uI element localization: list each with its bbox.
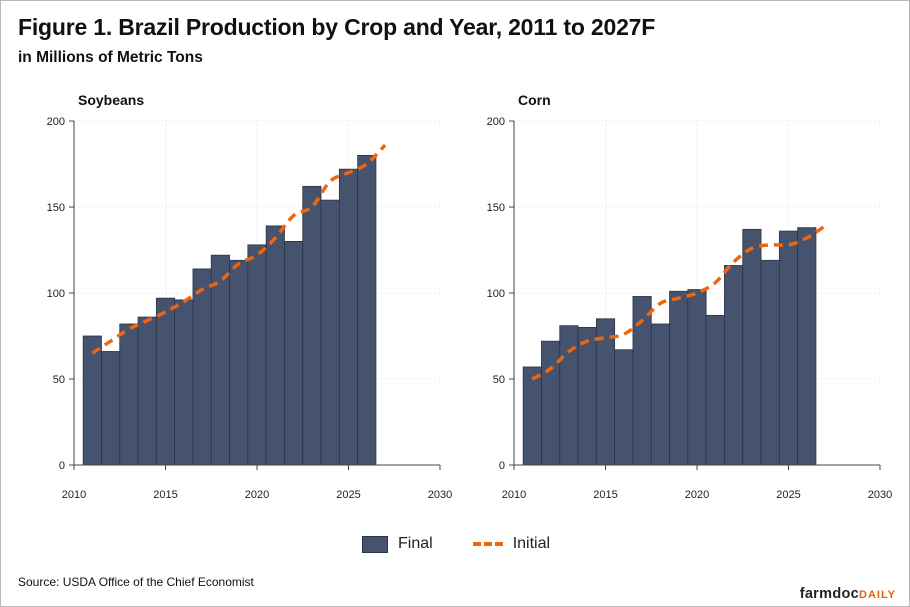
corn-ytick-label-150: 150	[487, 202, 505, 214]
soybeans-ytick-label-100: 100	[47, 288, 65, 300]
soybeans-panel-title: Soybeans	[78, 92, 144, 108]
soybeans-ytick-label-0: 0	[59, 460, 65, 472]
soybeans-bar-2026	[357, 154, 377, 466]
soybeans-ytick-label-200: 200	[47, 116, 65, 128]
soybeans-bar-2011	[82, 335, 102, 466]
soybeans-bar-2025	[338, 168, 359, 466]
corn-xtick-label-2030: 2030	[868, 489, 892, 501]
soybeans-bar-2023	[302, 185, 322, 466]
legend-final-label: Final	[398, 535, 433, 552]
corn-bar-2019	[669, 290, 689, 466]
soybeans-bar-2022	[284, 240, 304, 466]
soybeans-bar-2013	[119, 323, 139, 466]
soybeans-ytick-label-50: 50	[53, 374, 65, 386]
soybeans-xtick-label-2030: 2030	[428, 489, 452, 501]
soybeans-bar-2024	[320, 199, 340, 466]
soybeans-bar-2018	[210, 254, 230, 466]
corn-initial-line	[531, 224, 827, 381]
corn-ytick-label-100: 100	[487, 288, 505, 300]
figure-title: Figure 1. Brazil Production by Crop and …	[18, 14, 656, 40]
legend-initial-label: Initial	[512, 535, 551, 552]
figure-subtitle: in Millions of Metric Tons	[18, 49, 203, 66]
soybeans-xtick-label-2020: 2020	[245, 489, 269, 501]
brand-main: farmdoc	[799, 586, 859, 602]
corn-bar-2016	[614, 349, 634, 466]
soybeans-ytick-label-150: 150	[47, 202, 65, 214]
soybeans-bar-2021	[265, 225, 285, 466]
corn-bar-2014	[577, 326, 597, 466]
corn-bar-2011	[522, 366, 542, 466]
corn-ytick-label-0: 0	[499, 460, 505, 472]
corn-bar-2024	[760, 259, 780, 466]
corn-panel-title: Corn	[518, 92, 551, 108]
corn-xtick-label-2025: 2025	[776, 489, 800, 501]
soybeans-bar-2019	[229, 259, 249, 466]
farmdoc-logo: farmdocDAILY	[800, 586, 896, 602]
corn-bar-2012	[541, 340, 561, 466]
legend-initial-swatch	[472, 542, 503, 546]
soybeans-xtick-label-2015: 2015	[153, 489, 177, 501]
corn-bar-2022	[724, 265, 744, 466]
soybeans-initial-line	[91, 143, 387, 355]
source-note: Source: USDA Office of the Chief Economi…	[18, 575, 254, 589]
soybeans-bar-2016	[174, 299, 194, 466]
soybeans-bar-2015	[155, 297, 176, 466]
corn-bar-2015	[595, 318, 616, 466]
corn-xtick-label-2010: 2010	[502, 489, 526, 501]
corn-bar-2020	[687, 289, 707, 466]
soybeans-bar-2014	[137, 316, 157, 466]
corn-bar-2026	[797, 227, 817, 466]
brand-accent: DAILY	[859, 589, 896, 601]
soybeans-bar-2012	[101, 351, 121, 466]
corn-bar-2018	[650, 323, 670, 466]
corn-bar-2021	[705, 314, 725, 466]
corn-bar-2023	[742, 228, 762, 466]
corn-ytick-label-200: 200	[487, 116, 505, 128]
soybeans-xtick-label-2010: 2010	[62, 489, 86, 501]
corn-bar-2025	[778, 230, 799, 466]
soybeans-bar-2017	[192, 268, 212, 466]
legend-final-swatch	[362, 535, 388, 553]
corn-xtick-label-2020: 2020	[685, 489, 709, 501]
corn-bar-2013	[559, 325, 579, 466]
soybeans-xtick-label-2025: 2025	[336, 489, 360, 501]
soybeans-bar-2020	[247, 244, 267, 466]
corn-xtick-label-2015: 2015	[593, 489, 617, 501]
legend: Final Initial	[362, 535, 550, 553]
corn-ytick-label-50: 50	[493, 374, 505, 386]
